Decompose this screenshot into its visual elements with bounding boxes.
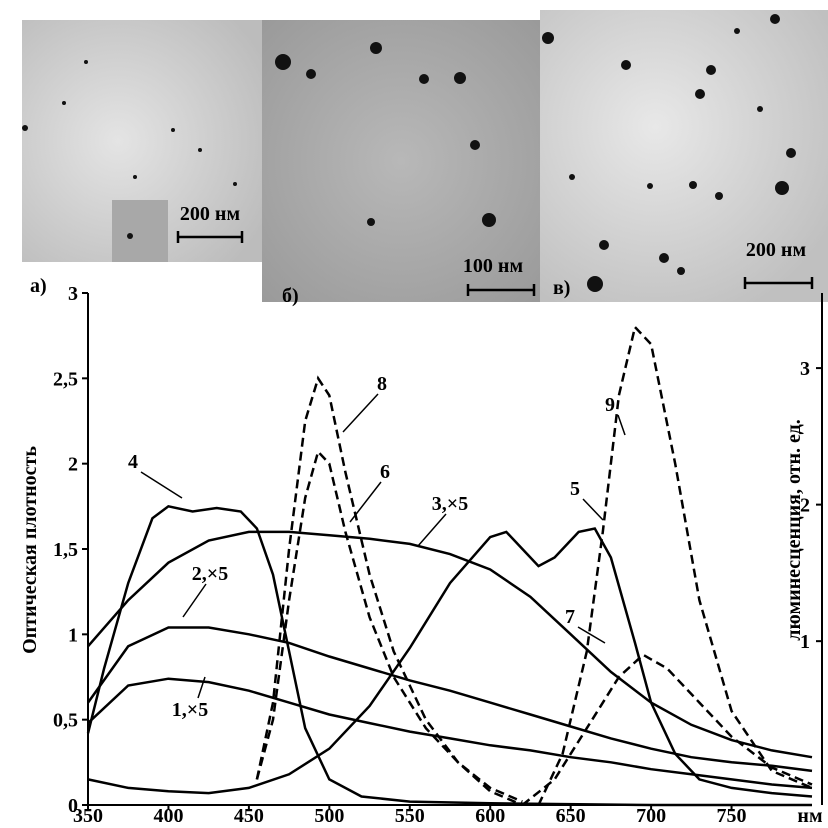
particles bbox=[22, 14, 796, 292]
panel-label: а) bbox=[30, 275, 47, 297]
curve-label: 3,×5 bbox=[432, 493, 468, 515]
y2-tick-label: 1 bbox=[800, 631, 810, 653]
x-tick-label: 500 bbox=[314, 805, 344, 823]
panel-label: б) bbox=[282, 285, 299, 307]
curve bbox=[255, 449, 523, 803]
y-tick-label: 1,5 bbox=[53, 539, 78, 561]
curve-label: 7 bbox=[565, 606, 575, 628]
image-b bbox=[262, 20, 540, 302]
curve-label: 2,×5 bbox=[192, 563, 228, 585]
curve bbox=[537, 324, 813, 806]
y-tick-label: 3 bbox=[68, 283, 78, 305]
x-tick-label: 650 bbox=[556, 805, 586, 823]
x-tick-label: 550 bbox=[395, 805, 425, 823]
image-c bbox=[540, 10, 828, 302]
y-axis-label: Оптическая плотность bbox=[19, 446, 41, 654]
x-tick-label: 600 bbox=[475, 805, 505, 823]
x-tick-label: 350 bbox=[73, 805, 103, 823]
scale-label: 200 нм bbox=[180, 203, 240, 225]
label-arrow bbox=[617, 414, 626, 436]
x-tick-label: 450 bbox=[234, 805, 264, 823]
scale-label: 200 нм bbox=[746, 239, 806, 261]
label-arrow bbox=[582, 498, 604, 521]
y-tick-label: 2 bbox=[68, 454, 78, 476]
curve bbox=[86, 626, 813, 773]
x-tick-label: 750 bbox=[717, 805, 747, 823]
y-tick-label: 0,5 bbox=[53, 710, 78, 732]
y2-axis-label: люминесценция, отн. ед. bbox=[783, 419, 805, 641]
y-tick-label: 1 bbox=[68, 624, 78, 646]
curve-label: 5 bbox=[570, 478, 580, 500]
x-tick-label: 700 bbox=[636, 805, 666, 823]
label-arrow bbox=[417, 513, 447, 547]
label-arrow bbox=[182, 583, 207, 618]
label-arrow bbox=[197, 676, 206, 699]
curve bbox=[87, 527, 813, 798]
curve-label: 6 bbox=[380, 461, 390, 483]
scale-label: 100 нм bbox=[463, 255, 523, 277]
x-axis-label: нм bbox=[797, 805, 822, 823]
tem-images: а) 200 нм б) 100 нм в) 200 нм bbox=[22, 10, 828, 307]
scale-bars bbox=[176, 231, 814, 296]
curve bbox=[87, 530, 813, 759]
curve-label: 4 bbox=[128, 451, 138, 473]
curve bbox=[87, 677, 813, 790]
curve-label: 1,×5 bbox=[172, 699, 208, 721]
panel-label: в) bbox=[553, 277, 570, 299]
y-tick-label: 0 bbox=[68, 795, 78, 817]
curve bbox=[255, 375, 523, 807]
curve-label: 9 bbox=[605, 394, 615, 416]
label-arrow bbox=[140, 471, 183, 499]
curve-label: 8 bbox=[377, 373, 387, 395]
image-a-inset bbox=[112, 200, 168, 262]
curve bbox=[86, 504, 812, 807]
label-arrow bbox=[342, 393, 379, 433]
y2-tick-label: 3 bbox=[800, 358, 810, 380]
curve bbox=[521, 653, 813, 806]
y2-tick-label: 2 bbox=[800, 495, 810, 517]
y-tick-label: 2,5 bbox=[53, 368, 78, 390]
x-tick-label: 400 bbox=[153, 805, 183, 823]
label-arrow bbox=[577, 626, 606, 644]
